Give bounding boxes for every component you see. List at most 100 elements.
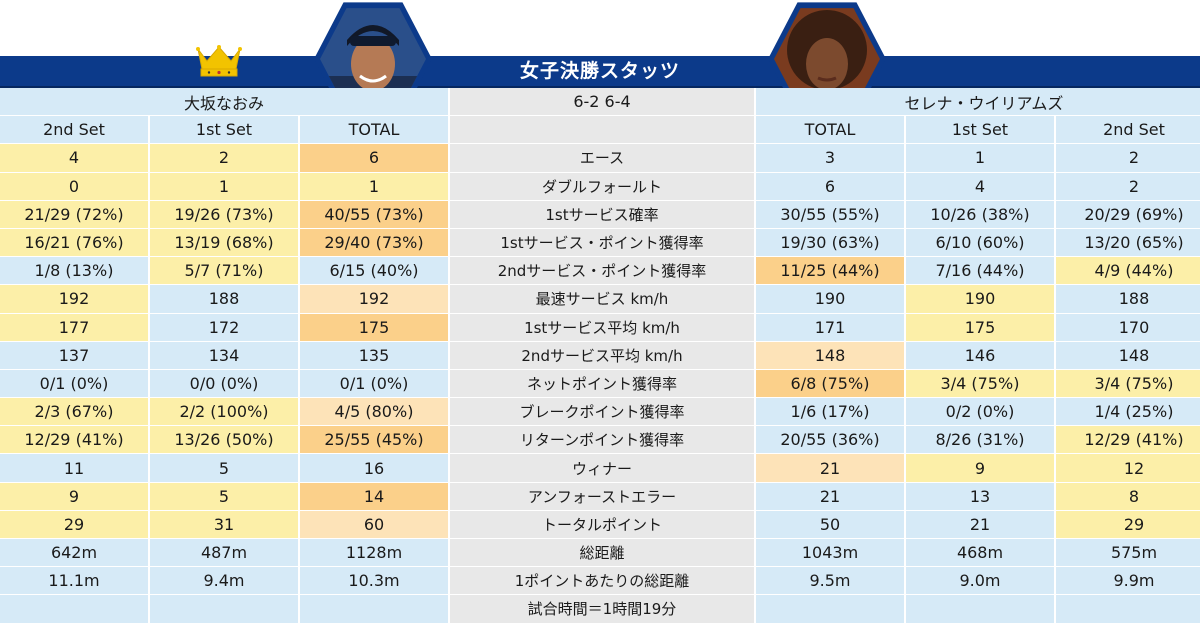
stat-label: 1stサービス・ポイント獲得率 (450, 228, 754, 258)
stat-value-left (150, 595, 298, 624)
column-header-right-1st-set: 1st Set (906, 116, 1054, 145)
stat-value-right: 12/29 (41%) (1056, 426, 1200, 455)
stat-value-right: 50 (756, 510, 904, 539)
stat-value-right (1056, 595, 1200, 624)
stat-value-left: 137 (0, 341, 148, 370)
stat-value-right: 148 (756, 341, 904, 370)
stat-value-right: 2 (1056, 172, 1200, 201)
stat-label: エース (450, 144, 754, 173)
stat-value-right: 21 (756, 482, 904, 511)
stat-value-left: 2/3 (67%) (0, 398, 148, 427)
stat-value-right: 30/55 (55%) (756, 200, 904, 229)
stat-label: 2ndサービス・ポイント獲得率 (450, 257, 754, 286)
stat-value-right: 6/8 (75%) (756, 369, 904, 399)
stat-value-right: 7/16 (44%) (906, 257, 1054, 286)
stat-label: 最速サービス km/h (450, 285, 754, 314)
stat-value-left: 13/19 (68%) (150, 228, 298, 258)
column-header-stat (450, 116, 754, 145)
column-header-left-1st-set: 1st Set (150, 116, 298, 145)
stat-label: ネットポイント獲得率 (450, 369, 754, 399)
stat-value-left: 19/26 (73%) (150, 200, 298, 229)
stat-value-left: 31 (150, 510, 298, 539)
stat-value-left: 4/5 (80%) (300, 398, 448, 427)
stat-value-right: 3/4 (75%) (1056, 369, 1200, 399)
stat-value-left: 11.1m (0, 567, 148, 596)
stat-value-left: 177 (0, 313, 148, 342)
stat-value-left: 1/8 (13%) (0, 257, 148, 286)
stat-value-left: 1128m (300, 539, 448, 568)
stat-value-right: 170 (1056, 313, 1200, 342)
stat-value-right: 1043m (756, 539, 904, 568)
stat-value-left: 9 (0, 482, 148, 511)
stat-value-right: 8 (1056, 482, 1200, 511)
stat-value-right: 468m (906, 539, 1054, 568)
stat-value-left: 14 (300, 482, 448, 511)
stat-label: リターンポイント獲得率 (450, 426, 754, 455)
stat-value-left: 175 (300, 313, 448, 342)
stat-value-right: 175 (906, 313, 1054, 342)
stat-value-right: 4/9 (44%) (1056, 257, 1200, 286)
column-header-right-total: TOTAL (756, 116, 904, 145)
stat-value-left: 188 (150, 285, 298, 314)
stat-label: ブレークポイント獲得率 (450, 398, 754, 427)
stat-value-right: 9.0m (906, 567, 1054, 596)
stat-value-left: 16 (300, 454, 448, 483)
stat-value-left: 13/26 (50%) (150, 426, 298, 455)
stat-value-left: 10.3m (300, 567, 448, 596)
stat-value-left: 29 (0, 510, 148, 539)
stat-value-right: 146 (906, 341, 1054, 370)
stat-value-left: 192 (0, 285, 148, 314)
stat-value-left (0, 595, 148, 624)
stat-value-right: 20/29 (69%) (1056, 200, 1200, 229)
stat-value-right: 10/26 (38%) (906, 200, 1054, 229)
player-name-right: セレナ・ウイリアムズ (756, 88, 1200, 117)
stat-label: ダブルフォールト (450, 172, 754, 201)
stat-value-left: 487m (150, 539, 298, 568)
page-title: 女子決勝スタッツ (519, 60, 680, 82)
stat-label: アンフォーストエラー (450, 482, 754, 511)
stat-value-left: 60 (300, 510, 448, 539)
stat-value-left: 25/55 (45%) (300, 426, 448, 455)
stat-value-left: 642m (0, 539, 148, 568)
stat-value-left: 135 (300, 341, 448, 370)
stat-value-left: 40/55 (73%) (300, 200, 448, 229)
stat-value-left: 0/1 (0%) (300, 369, 448, 399)
stat-value-left: 6/15 (40%) (300, 257, 448, 286)
stat-value-left: 12/29 (41%) (0, 426, 148, 455)
stat-value-right (906, 595, 1054, 624)
stat-value-right: 29 (1056, 510, 1200, 539)
stat-value-left: 4 (0, 144, 148, 173)
stat-value-left: 0/1 (0%) (0, 369, 148, 399)
stat-value-left: 2/2 (100%) (150, 398, 298, 427)
stat-label: 1ポイントあたりの総距離 (450, 567, 754, 596)
stat-value-left: 1 (300, 172, 448, 201)
stat-value-right: 19/30 (63%) (756, 228, 904, 258)
stats-table: 大坂なおみ 6-2 6-4 セレナ・ウイリアムズ 2nd Set 1st Set… (0, 88, 1200, 624)
stat-value-right: 8/26 (31%) (906, 426, 1054, 455)
stat-value-left: 134 (150, 341, 298, 370)
column-header-left-2nd-set: 2nd Set (0, 116, 148, 145)
player-name-left: 大坂なおみ (0, 88, 448, 117)
stat-value-left: 6 (300, 144, 448, 173)
stat-value-left: 29/40 (73%) (300, 228, 448, 258)
stat-value-right: 148 (1056, 341, 1200, 370)
stat-value-right: 21 (756, 454, 904, 483)
stat-value-right: 188 (1056, 285, 1200, 314)
stat-value-left: 192 (300, 285, 448, 314)
match-score: 6-2 6-4 (450, 88, 754, 117)
stat-value-left: 21/29 (72%) (0, 200, 148, 229)
stat-value-right: 20/55 (36%) (756, 426, 904, 455)
crown-icon (196, 45, 242, 77)
stat-label: ウィナー (450, 454, 754, 483)
column-header-right-2nd-set: 2nd Set (1056, 116, 1200, 145)
stat-value-right: 1 (906, 144, 1054, 173)
stat-value-right: 9 (906, 454, 1054, 483)
stat-value-left: 5 (150, 454, 298, 483)
stat-value-right: 9.5m (756, 567, 904, 596)
stat-value-right: 1/6 (17%) (756, 398, 904, 427)
stat-value-right: 13 (906, 482, 1054, 511)
stat-value-left: 9.4m (150, 567, 298, 596)
stat-value-right: 21 (906, 510, 1054, 539)
stat-value-left: 1 (150, 172, 298, 201)
stat-value-left: 0 (0, 172, 148, 201)
